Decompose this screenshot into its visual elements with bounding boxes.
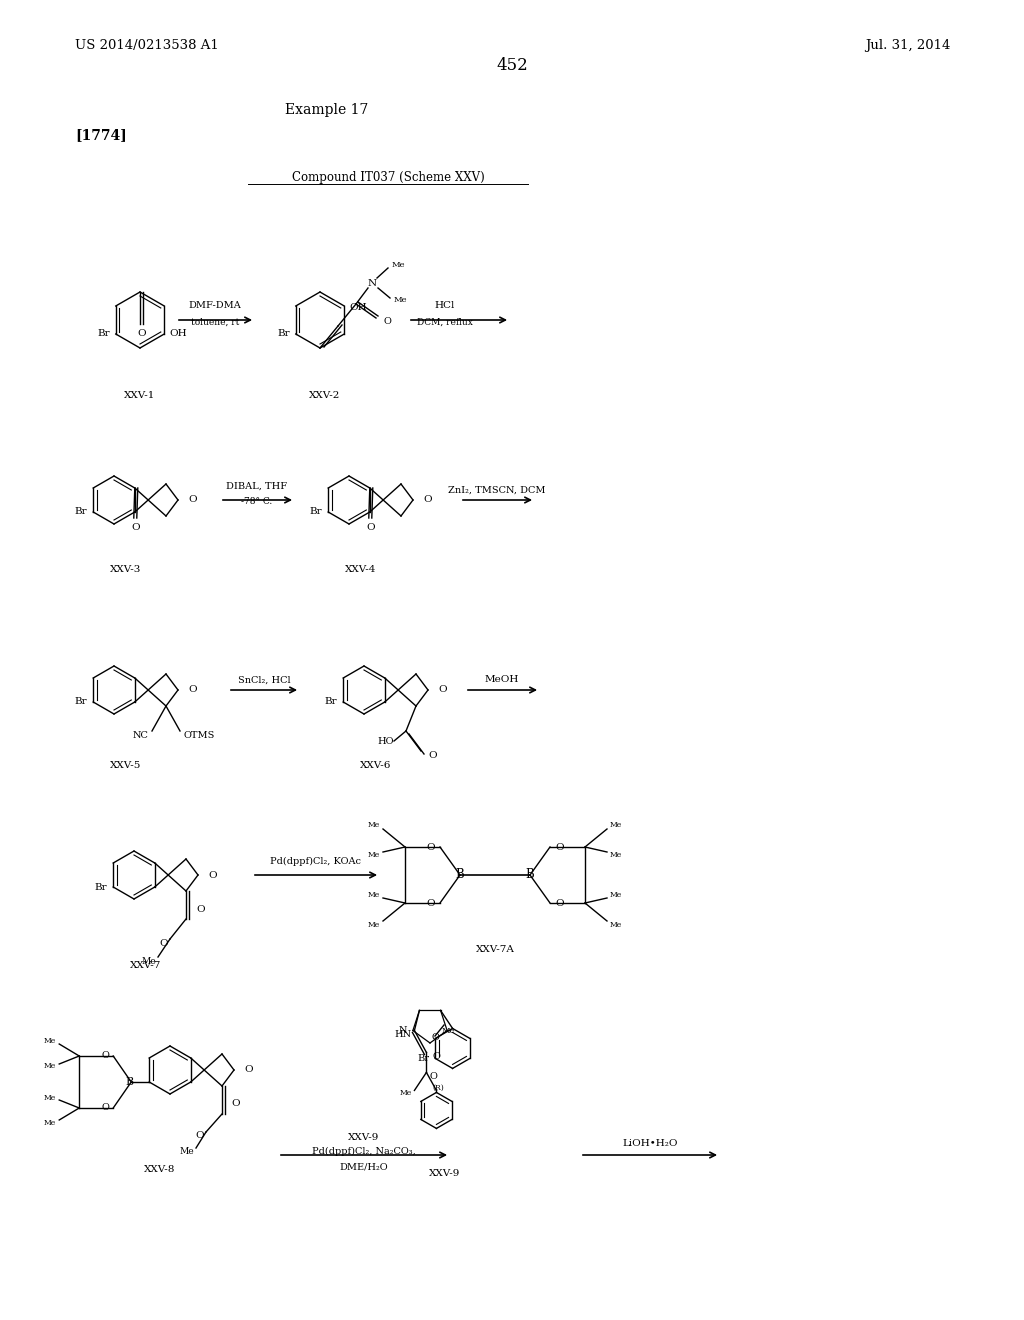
Text: XXV-5: XXV-5 <box>111 760 141 770</box>
Text: XXV-3: XXV-3 <box>111 565 141 574</box>
Text: O: O <box>231 1100 240 1109</box>
Text: Me: Me <box>368 891 380 899</box>
Text: DIBAL, THF: DIBAL, THF <box>226 482 288 491</box>
Text: DMF-DMA: DMF-DMA <box>188 301 242 310</box>
Text: HN: HN <box>394 1030 412 1039</box>
Text: B: B <box>456 869 464 882</box>
Text: Me: Me <box>179 1147 194 1156</box>
Text: XXV-2: XXV-2 <box>309 391 341 400</box>
Text: SnCl₂, HCl: SnCl₂, HCl <box>238 676 291 685</box>
Text: Br: Br <box>417 1053 429 1063</box>
Text: DCM, reflux: DCM, reflux <box>417 318 473 326</box>
Text: XXV-9: XXV-9 <box>348 1133 380 1142</box>
Text: O: O <box>137 330 145 338</box>
Text: O: O <box>555 899 563 908</box>
Text: OH: OH <box>169 330 186 338</box>
Text: Br: Br <box>94 883 108 891</box>
Text: Jul. 31, 2014: Jul. 31, 2014 <box>864 38 950 51</box>
Text: O: O <box>432 1052 440 1061</box>
Text: O: O <box>196 904 205 913</box>
Text: O: O <box>426 899 435 908</box>
Text: 452: 452 <box>496 57 528 74</box>
Text: Br: Br <box>75 507 87 516</box>
Text: O: O <box>428 751 436 760</box>
Text: LiOH•H₂O: LiOH•H₂O <box>623 1138 678 1147</box>
Text: B: B <box>525 869 535 882</box>
Text: NC: NC <box>132 731 148 741</box>
Text: O: O <box>101 1104 110 1113</box>
Text: (R): (R) <box>432 1084 444 1092</box>
Text: Compound IT037 (Scheme XXV): Compound IT037 (Scheme XXV) <box>292 172 484 185</box>
Text: OTMS: OTMS <box>184 731 215 741</box>
Text: Me: Me <box>610 821 623 829</box>
Text: Me: Me <box>44 1119 56 1127</box>
Text: Me: Me <box>394 296 408 304</box>
Text: OH: OH <box>349 304 367 313</box>
Text: XXV-6: XXV-6 <box>360 760 392 770</box>
Text: B: B <box>125 1077 133 1086</box>
Text: Me: Me <box>610 891 623 899</box>
Text: Me: Me <box>368 851 380 859</box>
Text: Me: Me <box>44 1063 56 1071</box>
Text: US 2014/0213538 A1: US 2014/0213538 A1 <box>75 38 219 51</box>
Text: XXV-9: XXV-9 <box>429 1168 461 1177</box>
Text: HO: HO <box>378 737 394 746</box>
Text: O: O <box>188 495 197 504</box>
Text: toluene, rt: toluene, rt <box>190 318 240 326</box>
Text: Me: Me <box>610 851 623 859</box>
Text: O: O <box>188 685 197 694</box>
Text: Me: Me <box>44 1094 56 1102</box>
Text: XXV-4: XXV-4 <box>345 565 377 574</box>
Text: Br: Br <box>97 330 110 338</box>
Text: Example 17: Example 17 <box>285 103 369 117</box>
Text: Me: Me <box>399 1089 412 1097</box>
Text: O: O <box>367 524 375 532</box>
Text: Me: Me <box>392 261 406 269</box>
Text: Me: Me <box>368 821 380 829</box>
Text: Pd(dppf)Cl₂, KOAc: Pd(dppf)Cl₂, KOAc <box>270 857 361 866</box>
Text: XXV-7A: XXV-7A <box>475 945 514 954</box>
Text: Br: Br <box>75 697 87 706</box>
Text: ZnI₂, TMSCN, DCM: ZnI₂, TMSCN, DCM <box>449 486 546 495</box>
Text: HCl: HCl <box>435 301 456 310</box>
Text: Br: Br <box>278 330 290 338</box>
Text: O: O <box>244 1065 253 1074</box>
Text: O: O <box>196 1131 204 1140</box>
Text: O: O <box>131 524 140 532</box>
Text: [1774]: [1774] <box>75 128 127 143</box>
Text: O: O <box>426 842 435 851</box>
Text: O: O <box>383 317 391 326</box>
Text: Br: Br <box>309 507 323 516</box>
Text: O: O <box>555 842 563 851</box>
Text: XXV-8: XXV-8 <box>144 1166 176 1175</box>
Text: Me: Me <box>442 1027 456 1035</box>
Text: O: O <box>208 870 217 879</box>
Text: Pd(dppf)Cl₂, Na₂CO₃,: Pd(dppf)Cl₂, Na₂CO₃, <box>312 1147 416 1155</box>
Text: -78° C.: -78° C. <box>242 498 272 507</box>
Text: XXV-7: XXV-7 <box>130 961 162 969</box>
Text: O: O <box>101 1052 110 1060</box>
Text: Br: Br <box>325 697 337 706</box>
Text: DME/H₂O: DME/H₂O <box>340 1163 388 1172</box>
Text: MeOH: MeOH <box>484 676 519 685</box>
Text: O: O <box>423 495 432 504</box>
Text: Me: Me <box>44 1038 56 1045</box>
Text: O: O <box>429 1072 437 1081</box>
Text: XXV-1: XXV-1 <box>124 391 156 400</box>
Text: N: N <box>368 280 377 289</box>
Text: O: O <box>432 1032 440 1041</box>
Text: Me: Me <box>141 957 156 965</box>
Text: O: O <box>160 939 168 948</box>
Text: N: N <box>398 1026 407 1035</box>
Text: O: O <box>438 685 446 694</box>
Text: Me: Me <box>610 921 623 929</box>
Text: Me: Me <box>368 921 380 929</box>
